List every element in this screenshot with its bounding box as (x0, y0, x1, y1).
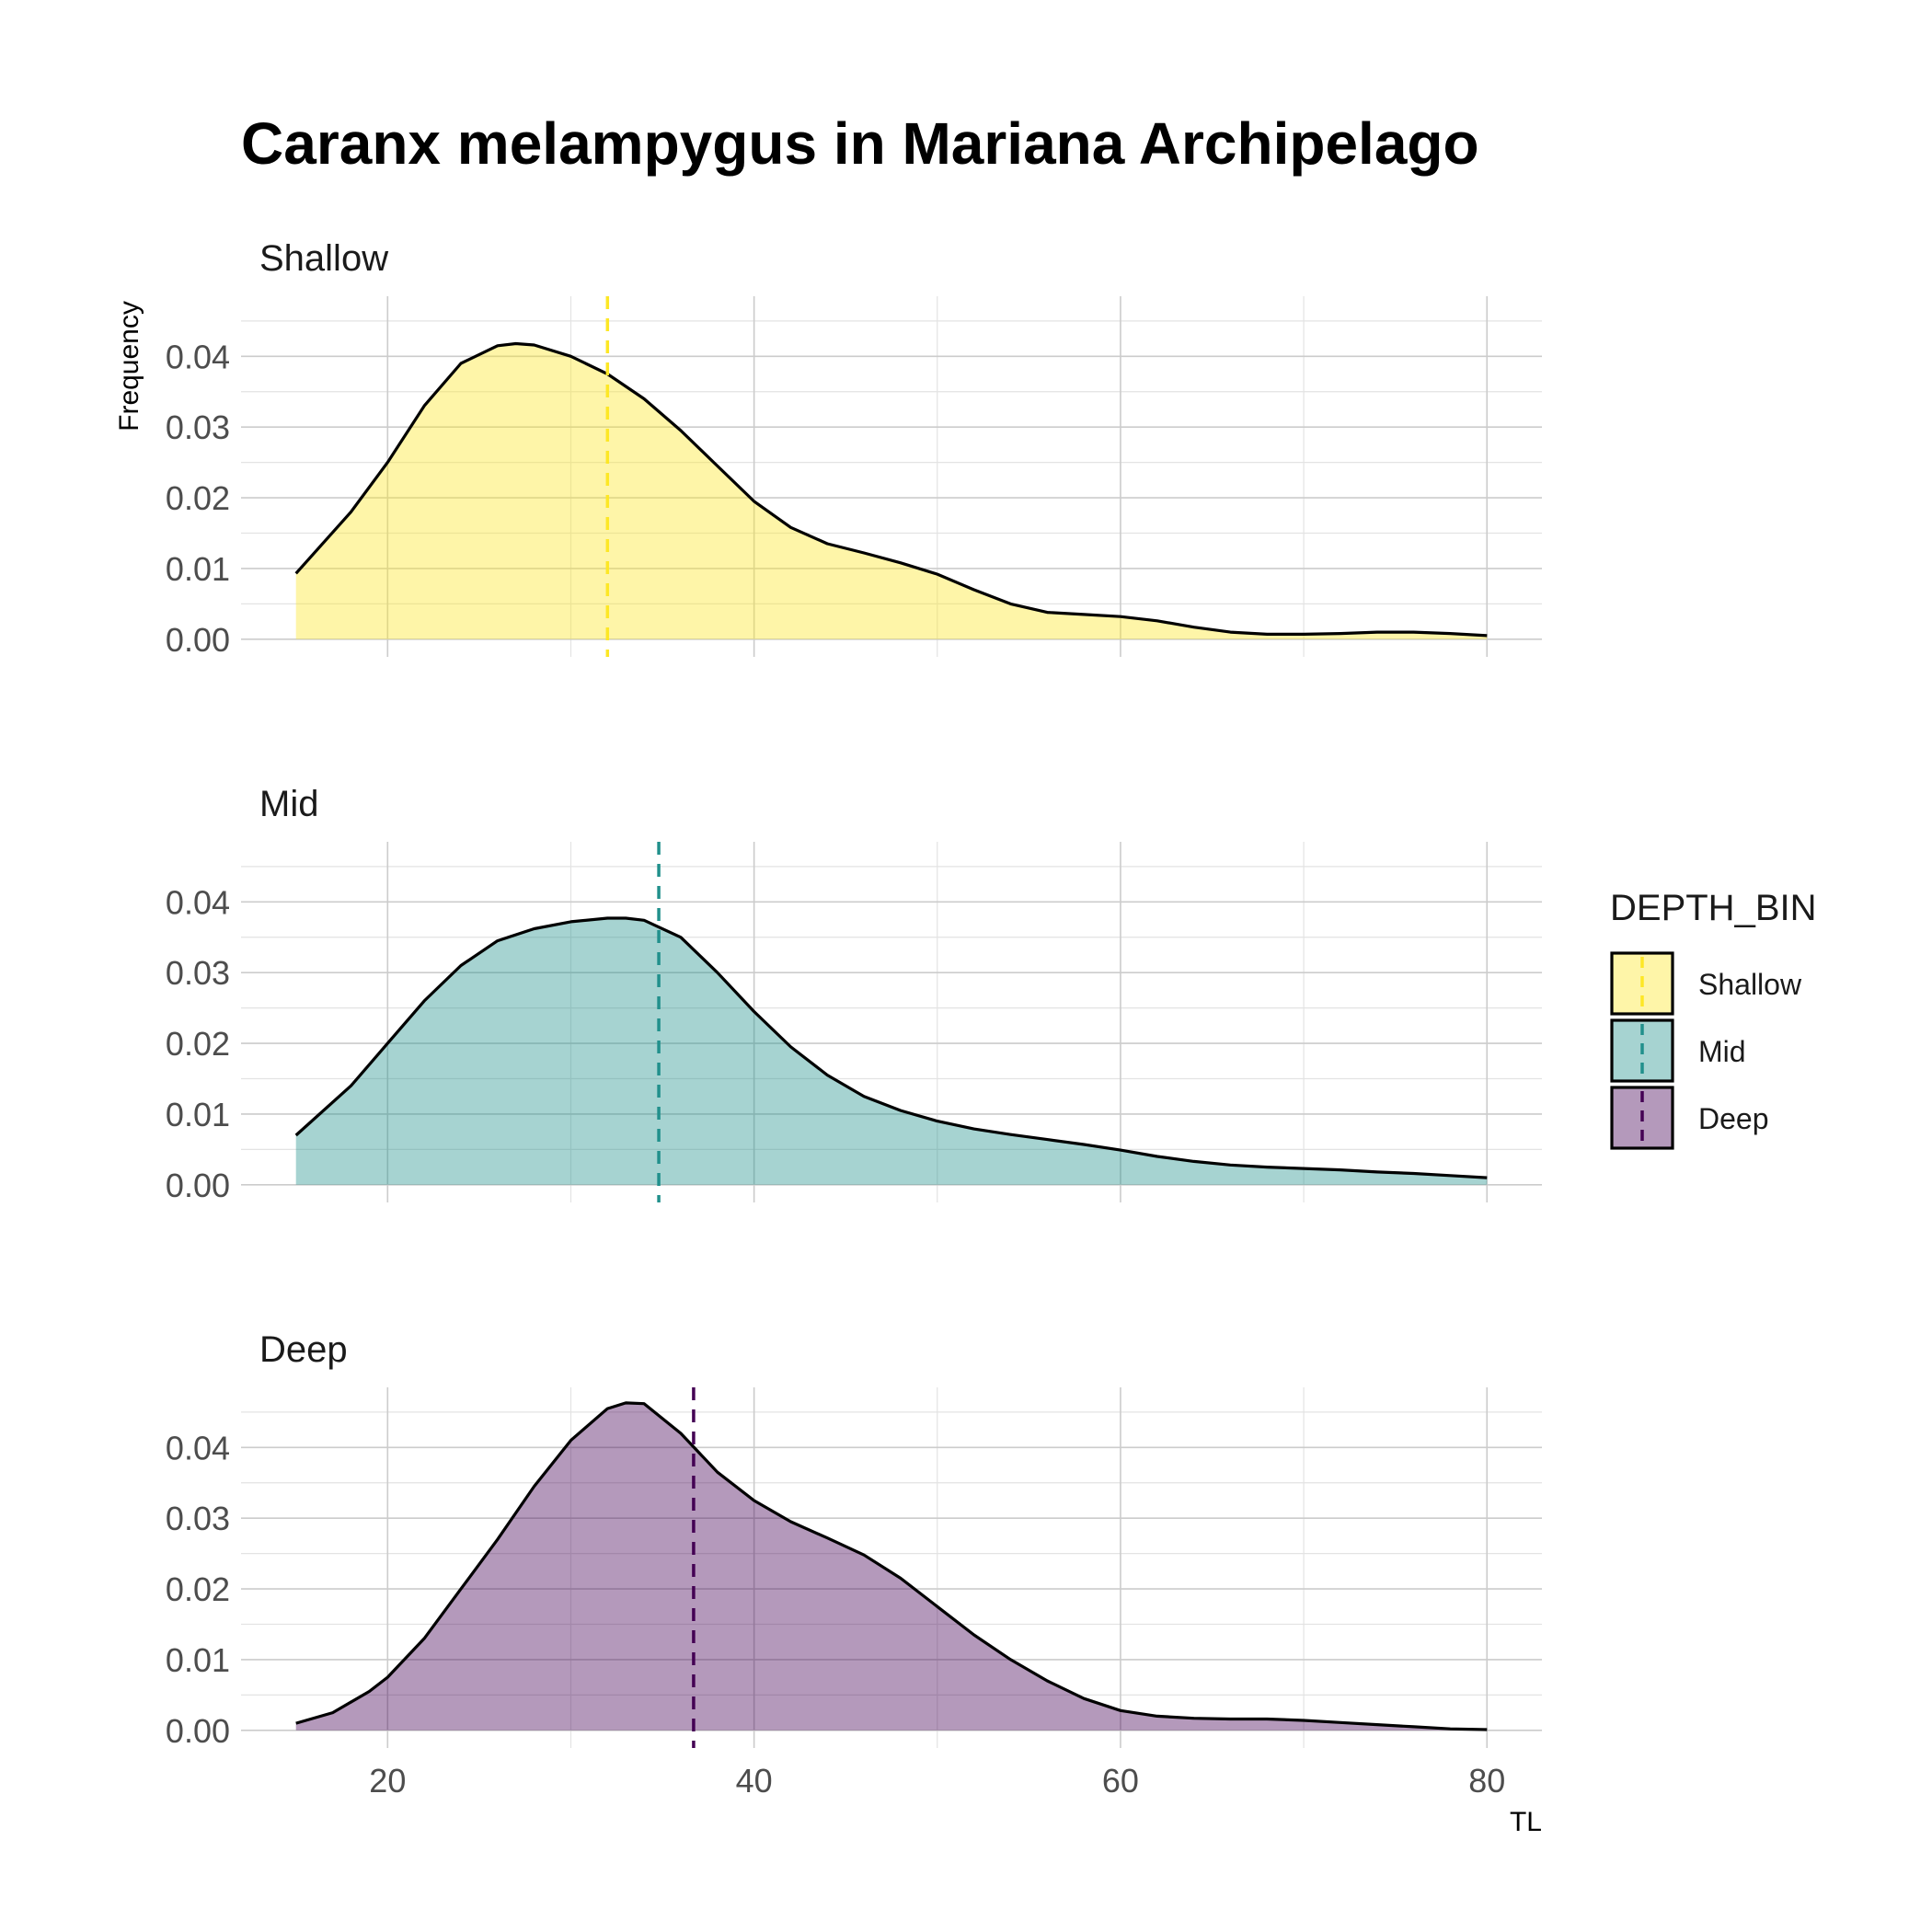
chart-title: Caranx melampygus in Mariana Archipelago (241, 110, 1479, 177)
legend: DEPTH_BIN Shallow Mid Deep (1610, 888, 1817, 1150)
y-tick-label: 0.00 (166, 1167, 230, 1204)
facet-label: Mid (259, 784, 318, 824)
density-area-mid (295, 918, 1488, 1185)
y-tick-label: 0.00 (166, 1712, 230, 1750)
y-tick-label: 0.04 (166, 1429, 230, 1466)
y-tick-label: 0.04 (166, 883, 230, 921)
legend-item-mid: Mid (1610, 1018, 1746, 1083)
y-tick-label: 0.03 (166, 408, 230, 446)
legend-item-deep: Deep (1610, 1086, 1769, 1150)
x-tick-label: 80 (1468, 1762, 1505, 1800)
panel-mid: 0.00 0.01 0.02 0.03 0.04 Mid (166, 784, 1542, 1204)
y-tick-label: 0.01 (166, 550, 230, 588)
y-tick-label: 0.00 (166, 621, 230, 659)
density-area-shallow (295, 343, 1488, 639)
facet-panels: 0.000.010.020.030.04Shallow0.000.010.020… (166, 238, 1542, 1750)
y-tick-label: 0.03 (166, 1500, 230, 1537)
density-line-shallow (294, 341, 1488, 638)
x-tick-label: 40 (736, 1762, 773, 1800)
panel-deep: 0.00 0.01 0.02 0.03 0.04 Deep (166, 1329, 1542, 1750)
facet-label: Shallow (259, 238, 388, 279)
y-tick-label: 0.04 (166, 338, 230, 375)
y-axis-title: Frequency (114, 301, 144, 431)
panel-shallow: 0.00 0.01 0.02 0.03 0.04 Shallow (166, 238, 1542, 659)
density-line-deep (295, 1401, 1488, 1731)
x-tick-label: 20 (369, 1762, 406, 1800)
x-tick-label: 60 (1102, 1762, 1139, 1800)
y-tick-label: 0.02 (166, 479, 230, 517)
density-line-mid (294, 916, 1488, 1179)
legend-title: DEPTH_BIN (1610, 888, 1817, 928)
y-tick-label: 0.02 (166, 1025, 230, 1063)
legend-label: Shallow (1698, 968, 1802, 1001)
legend-label: Deep (1698, 1102, 1769, 1135)
y-tick-label: 0.03 (166, 954, 230, 992)
facet-label: Deep (259, 1329, 348, 1370)
y-tick-label: 0.01 (166, 1096, 230, 1133)
density-area-deep (295, 1402, 1488, 1731)
x-axis-title: TL (1510, 1807, 1542, 1837)
legend-label: Mid (1698, 1035, 1746, 1068)
y-tick-label: 0.01 (166, 1641, 230, 1679)
y-tick-label: 0.02 (166, 1570, 230, 1608)
x-axis: 20 40 60 80 (369, 1762, 1505, 1800)
legend-item-shallow: Shallow (1610, 951, 1802, 1016)
